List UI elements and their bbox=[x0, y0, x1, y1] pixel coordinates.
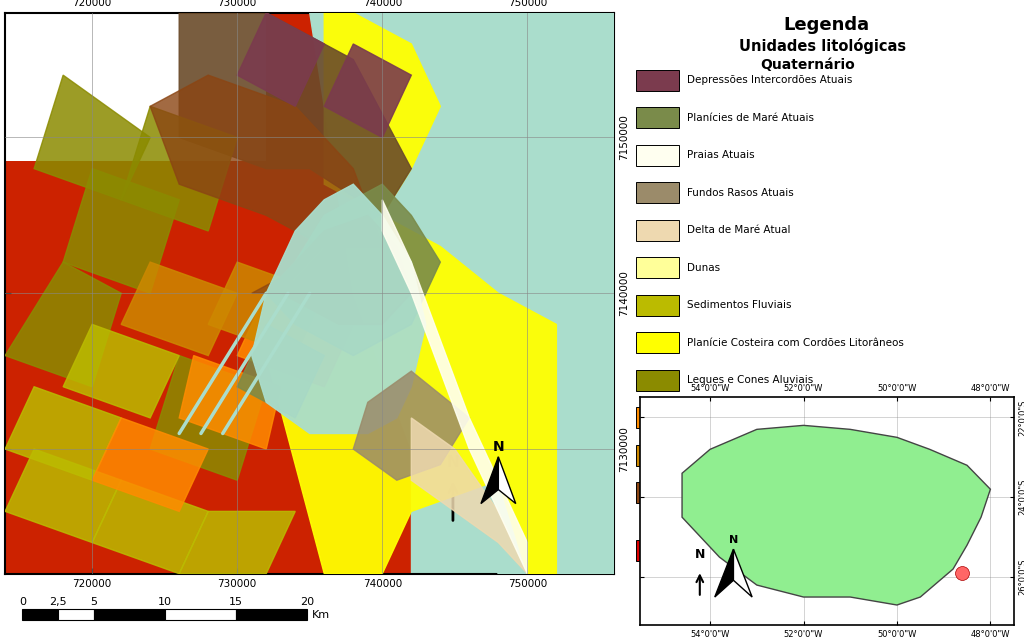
Text: Embasamento: Embasamento bbox=[687, 545, 762, 556]
Text: N: N bbox=[729, 535, 738, 545]
Polygon shape bbox=[34, 75, 151, 200]
Polygon shape bbox=[179, 356, 281, 449]
Text: Praias Atuais: Praias Atuais bbox=[687, 150, 755, 160]
Text: N: N bbox=[446, 455, 460, 470]
Text: Planícies de Maré Atuais: Planícies de Maré Atuais bbox=[687, 113, 814, 122]
Polygon shape bbox=[92, 418, 208, 512]
Polygon shape bbox=[208, 262, 325, 356]
Polygon shape bbox=[733, 549, 753, 597]
Polygon shape bbox=[5, 262, 121, 387]
Bar bbox=[636, 369, 679, 390]
Text: Unidades litológicas: Unidades litológicas bbox=[739, 38, 906, 54]
Polygon shape bbox=[238, 13, 325, 106]
Polygon shape bbox=[481, 457, 499, 504]
Bar bbox=[636, 294, 679, 315]
Bar bbox=[165, 609, 237, 620]
Bar bbox=[5, 13, 266, 161]
Text: Legenda: Legenda bbox=[783, 16, 870, 34]
Polygon shape bbox=[151, 75, 382, 247]
Bar bbox=[58, 609, 93, 620]
Text: Km: Km bbox=[311, 610, 330, 620]
Text: 20: 20 bbox=[300, 597, 314, 607]
Text: Planície Costeira com Cordões Litorâneos: Planície Costeira com Cordões Litorâneos bbox=[687, 338, 904, 347]
Polygon shape bbox=[682, 426, 990, 605]
Bar bbox=[636, 407, 679, 428]
Bar bbox=[636, 482, 679, 503]
Text: 2,5: 2,5 bbox=[49, 597, 67, 607]
Text: 5: 5 bbox=[90, 597, 97, 607]
Bar bbox=[636, 257, 679, 278]
Text: N: N bbox=[493, 440, 504, 454]
Polygon shape bbox=[325, 13, 440, 215]
Text: Fundos Rasos Atuais: Fundos Rasos Atuais bbox=[687, 188, 794, 197]
Bar bbox=[636, 540, 679, 562]
Text: Quaternário: Quaternário bbox=[760, 58, 855, 72]
Text: Depósito de Tálus: Depósito de Tálus bbox=[687, 412, 779, 423]
Polygon shape bbox=[238, 294, 353, 387]
Bar bbox=[636, 144, 679, 165]
Text: Sedimentos Fluviais: Sedimentos Fluviais bbox=[687, 300, 792, 310]
Polygon shape bbox=[5, 449, 121, 542]
Bar bbox=[636, 69, 679, 90]
Polygon shape bbox=[266, 184, 440, 356]
Text: Pré-Cambriano: Pré-Cambriano bbox=[749, 514, 865, 528]
Text: Depósitos de Colúvio: Depósitos de Colúvio bbox=[687, 450, 797, 460]
Bar bbox=[636, 219, 679, 240]
Text: Sedimentos Paleoestuarinos: Sedimentos Paleoestuarinos bbox=[687, 488, 835, 497]
Polygon shape bbox=[121, 106, 238, 231]
Polygon shape bbox=[151, 356, 266, 480]
Polygon shape bbox=[715, 549, 733, 597]
Bar bbox=[636, 444, 679, 465]
Bar bbox=[93, 609, 165, 620]
Text: 15: 15 bbox=[229, 597, 243, 607]
Polygon shape bbox=[252, 184, 426, 433]
Polygon shape bbox=[92, 480, 208, 574]
Text: Leques e Cones Aluviais: Leques e Cones Aluviais bbox=[687, 375, 813, 385]
Polygon shape bbox=[179, 13, 412, 215]
Text: 0: 0 bbox=[18, 597, 26, 607]
Text: 10: 10 bbox=[158, 597, 172, 607]
Polygon shape bbox=[412, 13, 614, 574]
Text: N: N bbox=[694, 548, 705, 562]
Polygon shape bbox=[266, 215, 556, 574]
Text: Dunas: Dunas bbox=[687, 263, 720, 272]
Polygon shape bbox=[310, 13, 614, 574]
Polygon shape bbox=[238, 324, 325, 418]
Polygon shape bbox=[252, 215, 412, 324]
Bar bbox=[237, 609, 307, 620]
Polygon shape bbox=[179, 512, 295, 574]
Bar bbox=[636, 332, 679, 353]
Bar bbox=[636, 107, 679, 128]
Polygon shape bbox=[412, 418, 527, 574]
Polygon shape bbox=[63, 324, 179, 418]
Bar bbox=[636, 182, 679, 203]
Bar bbox=[23, 609, 58, 620]
Polygon shape bbox=[353, 371, 469, 480]
Polygon shape bbox=[121, 262, 238, 356]
Polygon shape bbox=[382, 200, 527, 574]
Polygon shape bbox=[63, 169, 179, 294]
Text: Delta de Maré Atual: Delta de Maré Atual bbox=[687, 225, 791, 235]
Text: Depressões Intercordões Atuais: Depressões Intercordões Atuais bbox=[687, 75, 852, 85]
Polygon shape bbox=[499, 457, 516, 504]
Polygon shape bbox=[325, 44, 412, 137]
Polygon shape bbox=[5, 387, 121, 480]
